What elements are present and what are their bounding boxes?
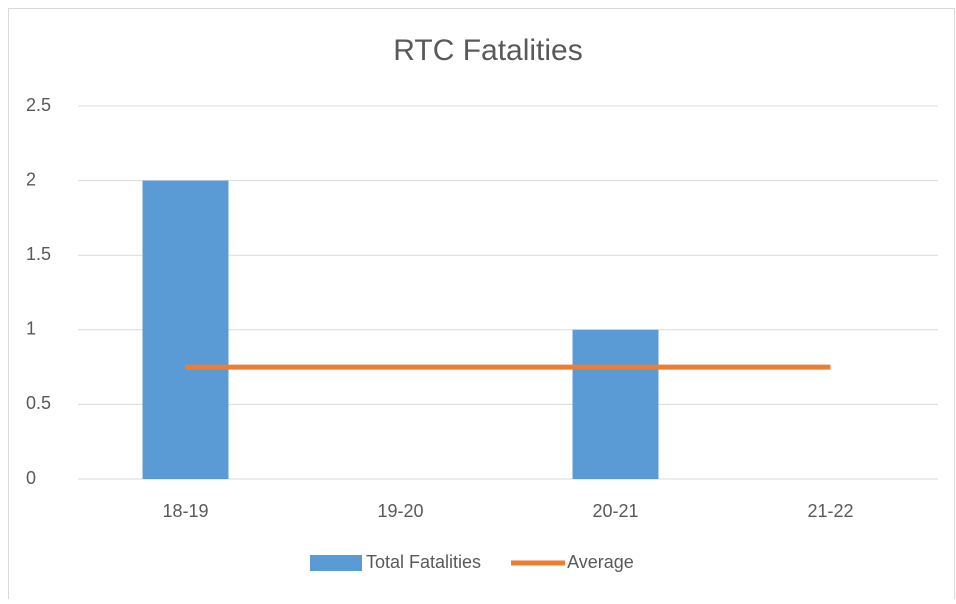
bar	[142, 180, 229, 479]
y-tick-label: 1	[26, 319, 36, 339]
legend-swatch	[310, 555, 362, 571]
y-tick-label: 0.5	[26, 393, 51, 413]
bar	[572, 329, 659, 479]
y-tick-label: 1.5	[26, 244, 51, 264]
x-tick-label: 20-21	[592, 501, 638, 521]
y-tick-label: 0	[26, 468, 36, 488]
y-tick-label: 2	[26, 169, 36, 189]
chart-title: RTC Fatalities	[393, 34, 583, 67]
x-tick-label: 19-20	[377, 501, 423, 521]
x-tick-label: 18-19	[162, 501, 208, 521]
legend-label: Average	[567, 552, 634, 572]
x-tick-label: 21-22	[807, 501, 853, 521]
legend-label: Total Fatalities	[366, 552, 481, 572]
y-tick-label: 2.5	[26, 95, 51, 115]
